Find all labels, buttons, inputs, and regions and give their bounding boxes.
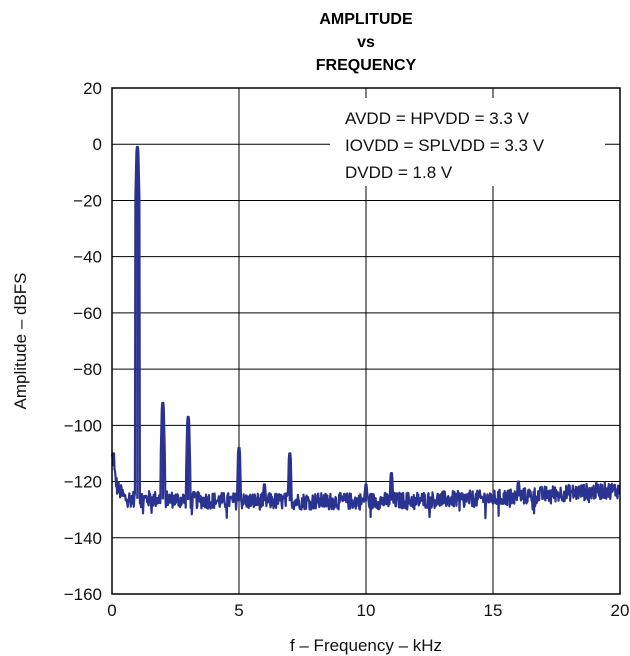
y-tick-label: 0 — [93, 135, 102, 154]
annotation-line-2: IOVDD = SPLVDD = 3.3 V — [345, 136, 545, 155]
chart-title-line-2: vs — [357, 34, 375, 51]
chart-title-line-3: FREQUENCY — [316, 57, 417, 74]
annotation-background — [330, 98, 605, 186]
annotation-line-1: AVDD = HPVDD = 3.3 V — [345, 109, 530, 128]
x-tick-label: 0 — [107, 601, 116, 620]
y-tick-label: −120 — [64, 473, 102, 492]
y-tick-label: −40 — [73, 248, 102, 267]
annotation-box: AVDD = HPVDD = 3.3 V IOVDD = SPLVDD = 3.… — [330, 98, 605, 186]
chart-title-line-1: AMPLITUDE — [319, 11, 413, 28]
y-tick-label: −100 — [64, 416, 102, 435]
y-tick-label: −20 — [73, 191, 102, 210]
x-tick-label: 10 — [357, 601, 376, 620]
y-tick-label: −160 — [64, 585, 102, 604]
plot-frame — [111, 87, 621, 595]
x-tick-labels: 0 5 10 15 20 — [107, 601, 629, 620]
y-axis-label: Amplitude – dBFS — [11, 272, 30, 409]
y-tick-label: −140 — [64, 529, 102, 548]
annotation-line-3: DVDD = 1.8 V — [345, 163, 453, 182]
y-tick-label: 20 — [83, 79, 102, 98]
x-axis-label: f – Frequency – kHz — [290, 636, 442, 655]
y-tick-label: −80 — [73, 360, 102, 379]
x-tick-label: 5 — [234, 601, 243, 620]
y-tick-labels: 20 0 −20 −40 −60 −80 −100 −120 −140 −160 — [64, 79, 102, 604]
spectrum-series — [110, 145, 621, 520]
x-tick-label: 15 — [484, 601, 503, 620]
x-tick-label: 20 — [611, 601, 630, 620]
y-tick-label: −60 — [73, 304, 102, 323]
